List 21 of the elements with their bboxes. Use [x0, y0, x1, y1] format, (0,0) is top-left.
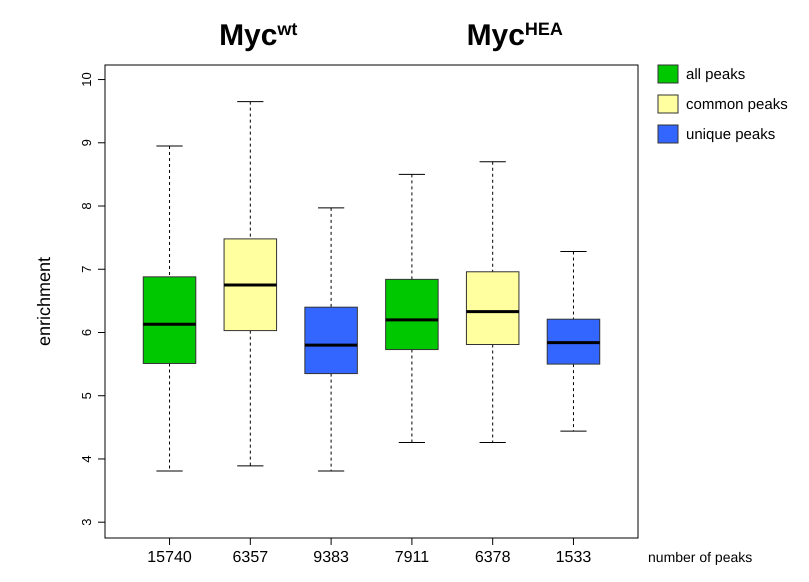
y-axis-title: enrichment — [34, 256, 54, 346]
x-tick-label: 6378 — [474, 549, 511, 566]
y-tick-label: 7 — [79, 266, 94, 273]
x-tick-label: 9383 — [313, 549, 350, 566]
legend-label: unique peaks — [686, 126, 776, 143]
x-tick-label: 15740 — [147, 549, 192, 566]
x-tick-label: 6357 — [232, 549, 268, 566]
y-tick-label: 10 — [79, 72, 94, 87]
y-tick-label: 9 — [79, 139, 94, 146]
y-tick-label: 3 — [79, 518, 94, 526]
y-tick-label: 6 — [79, 328, 94, 336]
legend-label: all peaks — [686, 66, 746, 83]
text: Myc$^{HEA}$ — [466, 19, 563, 52]
y-tick-label: 5 — [79, 392, 94, 400]
y-tick-label: 8 — [79, 202, 94, 210]
y-tick-label: 4 — [79, 455, 94, 463]
legend-label: common peaks — [686, 96, 788, 113]
x-axis-title: number of peaks — [648, 549, 752, 565]
x-tick-label: 7911 — [394, 549, 430, 566]
x-tick-label: 1533 — [556, 549, 592, 566]
text: Myc$^{wt}$ — [219, 19, 298, 52]
